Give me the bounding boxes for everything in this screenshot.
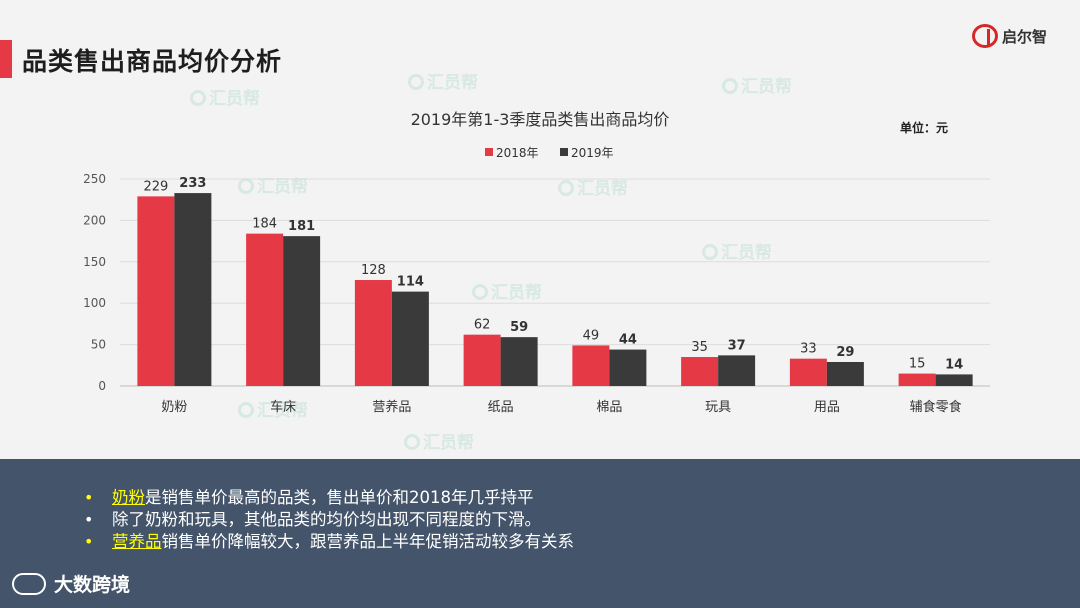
data-label: 59	[510, 320, 528, 335]
bar-chart: 2019年第1-3季度品类售出商品均价单位：元 2018年 2019年 0 50 100 1…	[83, 110, 990, 415]
legend-swatch	[485, 148, 493, 156]
bar	[354, 280, 392, 386]
data-label: 35	[691, 340, 708, 355]
summary-item: • 奶粉是销售单价最高的品类，售出单价和2018年几乎持平	[84, 487, 574, 509]
y-tick-label: 50	[91, 338, 106, 352]
bar	[391, 291, 429, 386]
bar	[283, 236, 321, 386]
page-title: 品类售出商品均价分析	[22, 47, 283, 76]
summary-text: 除了奶粉和玩具，其他品类的均价均出现不同程度的下滑。	[112, 510, 541, 529]
summary-panel: • 奶粉是销售单价最高的品类，售出单价和2018年几乎持平 • 除了奶粉和玩具，其他…	[0, 459, 1080, 608]
summary-list: • 奶粉是销售单价最高的品类，售出单价和2018年几乎持平 • 除了奶粉和玩具，其他…	[84, 487, 574, 553]
legend-label: 2019年	[571, 146, 614, 160]
y-tick-label: 100	[83, 296, 106, 310]
summary-highlight: 奶粉	[112, 488, 145, 507]
bar	[826, 361, 864, 386]
bullet-dot: •	[84, 510, 94, 529]
bullet-dot: •	[84, 488, 94, 507]
bar	[174, 193, 212, 386]
footer-brand: 大数跨境	[54, 574, 131, 596]
data-label: 15	[909, 357, 926, 372]
data-label: 29	[836, 345, 854, 360]
x-tick-label: 车床	[270, 399, 296, 415]
bar	[500, 337, 538, 386]
data-label: 49	[583, 328, 600, 343]
footer-logo: 大数跨境	[12, 570, 130, 597]
data-label: 114	[397, 275, 424, 290]
data-label: 33	[800, 342, 817, 357]
legend-swatch	[560, 148, 568, 156]
y-tick-label: 150	[83, 255, 106, 269]
brand-logo: 启尔智	[972, 22, 1047, 50]
bar	[137, 196, 175, 386]
summary-item: • 营养品销售单价降幅较大，跟营养品上半年促销活动较多有关系	[84, 531, 574, 553]
bar	[609, 349, 647, 386]
bullet-dot: •	[84, 532, 94, 551]
y-tick-label: 250	[83, 172, 106, 186]
data-label: 184	[252, 217, 277, 232]
bar	[898, 373, 936, 386]
y-tick-label: 200	[83, 213, 106, 227]
data-label: 37	[728, 338, 746, 353]
data-label: 62	[474, 318, 491, 333]
summary-text: 销售单价降幅较大，跟营养品上半年促销活动较多有关系	[161, 532, 575, 551]
x-tick-label: 营养品	[372, 399, 411, 415]
legend-label: 2018年	[496, 146, 539, 160]
summary-text: 是销售单价最高的品类，售出单价和2018年几乎持平	[145, 488, 534, 507]
chart-title: 2019年第1-3季度品类售出商品均价	[411, 110, 670, 129]
logo-icon	[972, 24, 998, 48]
data-label: 44	[619, 333, 637, 348]
data-label: 181	[288, 219, 315, 234]
footer-logo-icon	[12, 572, 46, 595]
bar	[935, 374, 973, 386]
x-tick-label: 奶粉	[161, 400, 187, 415]
x-tick-label: 纸品	[488, 400, 514, 415]
data-label: 233	[179, 176, 206, 191]
bar	[572, 345, 610, 386]
x-tick-label: 用品	[814, 400, 840, 415]
summary-item: • 除了奶粉和玩具，其他品类的均价均出现不同程度的下滑。	[84, 509, 574, 531]
bar	[463, 334, 501, 386]
data-label: 229	[143, 179, 168, 194]
data-label: 14	[945, 357, 963, 372]
bar	[718, 355, 756, 386]
x-tick-label: 玩具	[705, 400, 731, 415]
title-accent-bar	[0, 40, 12, 78]
bar	[246, 233, 284, 386]
y-tick-label: 0	[98, 379, 106, 393]
x-tick-label: 辅食零食	[910, 399, 962, 415]
bar	[789, 358, 827, 386]
summary-highlight: 营养品	[112, 532, 162, 551]
x-tick-label: 棉品	[596, 400, 622, 415]
bar	[681, 357, 719, 386]
data-label: 128	[361, 263, 386, 278]
unit-label: 单位：元	[900, 120, 948, 135]
logo-text: 启尔智	[1002, 27, 1048, 46]
